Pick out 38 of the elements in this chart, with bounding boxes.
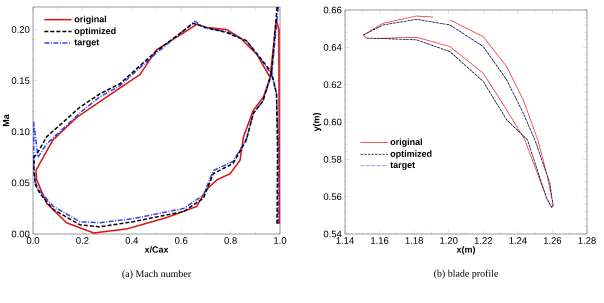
- y-tick-label: 0.20: [12, 26, 30, 33]
- y-tick-label: 0.58: [324, 156, 342, 163]
- x-tick-label: 0.4: [126, 237, 138, 244]
- text: (b) blade profile: [434, 270, 498, 279]
- legend-label: original: [74, 16, 106, 24]
- text: (a) Mach number: [122, 270, 191, 280]
- legend-label: optimized: [390, 150, 432, 159]
- y-axis-title: y(m): [312, 112, 322, 132]
- legend-label: original: [390, 138, 422, 147]
- x-tick-label: 1.0: [274, 237, 286, 244]
- x-tick-label: 1.28: [578, 237, 596, 244]
- x-tick-label: 1.24: [509, 237, 527, 244]
- y-tick-label: 0.10: [12, 128, 30, 136]
- x-tick-label: 0.0: [26, 237, 40, 244]
- x-tick-label: 1.16: [371, 237, 388, 244]
- legend-label: target: [390, 162, 415, 170]
- y-tick-label: 0.05: [12, 180, 30, 186]
- legend-label: target: [74, 39, 100, 48]
- x-tick-label: 0.8: [224, 237, 237, 244]
- x-tick-label: 0.6: [174, 237, 188, 244]
- y-axis-title: Ma: [2, 114, 10, 126]
- legend-label: optimized: [74, 28, 116, 36]
- x-tick-label: 1.26: [544, 237, 562, 244]
- y-tick-label: 0.66: [324, 6, 342, 14]
- y-tick-label: 0.64: [324, 44, 342, 51]
- x-axis-title: x(m): [456, 246, 476, 254]
- x-tick-label: 1.14: [336, 237, 354, 244]
- x-tick-label: 1.20: [440, 237, 458, 244]
- x-tick-label: 1.18: [406, 237, 423, 244]
- x-tick-label: 1.22: [474, 237, 492, 244]
- x-tick-label: 0.2: [76, 237, 89, 244]
- y-tick-label: 0.60: [324, 118, 342, 126]
- y-tick-label: 0.56: [324, 193, 342, 200]
- y-tick-label: 0.62: [324, 81, 342, 88]
- y-tick-label: 0.15: [12, 77, 30, 84]
- y-tick-label: 0.54: [324, 230, 342, 238]
- y-tick-label: 0.00: [12, 230, 30, 238]
- x-axis-title: x/Cax: [144, 246, 168, 253]
